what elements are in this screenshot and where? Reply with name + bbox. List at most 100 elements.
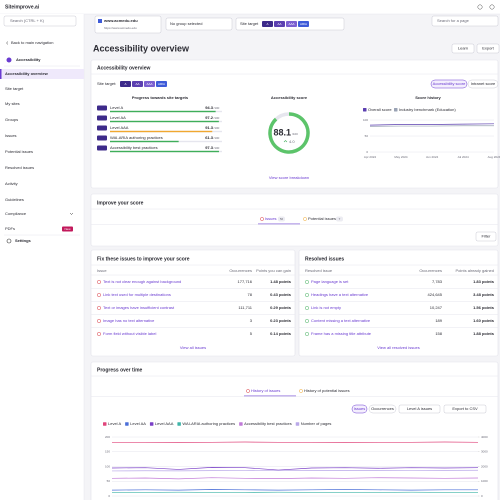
- target-badge: [274, 21, 285, 27]
- y2-tick-label: 2000: [481, 464, 488, 468]
- points: 3.48 points: [473, 292, 495, 297]
- nav-item[interactable]: Settings: [15, 238, 32, 243]
- progress-card: [90, 361, 499, 500]
- chart-button-label[interactable]: Level A issues: [407, 406, 432, 411]
- row-badge: [97, 145, 107, 151]
- column-header: Occurrences: [229, 268, 252, 273]
- legend-checkbox[interactable]: [394, 108, 398, 112]
- score-title: Accessibility score: [271, 95, 308, 100]
- back-link[interactable]: Back to main navigation: [11, 40, 53, 45]
- chart-button[interactable]: [398, 404, 441, 414]
- target-score: 97.3: [205, 145, 214, 150]
- issue-link[interactable]: Link is not empty: [311, 305, 341, 310]
- site-selector[interactable]: [94, 15, 162, 34]
- new-badge-label: New: [64, 227, 71, 231]
- gauge-arc: [268, 112, 310, 154]
- nav-item[interactable]: Issues: [5, 133, 17, 138]
- nav-item[interactable]: Resolved issues: [5, 165, 34, 170]
- page-search[interactable]: [431, 15, 499, 27]
- legend-checkbox[interactable]: [103, 422, 107, 426]
- issue-link[interactable]: Page language is set: [311, 279, 349, 284]
- issue-link[interactable]: Headings have a text alternative: [311, 292, 369, 297]
- legend-label: Industry benchmark (Education): [399, 107, 456, 112]
- score-tab-active[interactable]: [430, 79, 468, 89]
- learn-button[interactable]: [451, 43, 475, 54]
- overview-card: [90, 59, 499, 189]
- trend-arrow: [283, 140, 288, 143]
- issue-link[interactable]: Image has no text alternative: [103, 318, 155, 323]
- chart-button-label[interactable]: Export to CSV: [452, 406, 478, 411]
- issue-link[interactable]: Text or images have insufficient contras…: [103, 305, 175, 310]
- legend-checkbox[interactable]: [295, 422, 300, 426]
- nav-item[interactable]: Activity: [5, 181, 18, 186]
- legend-checkbox[interactable]: [239, 422, 243, 426]
- legend-checkbox[interactable]: [125, 422, 129, 426]
- table-card: [298, 249, 499, 357]
- score-tab[interactable]: Accessibility score: [433, 81, 466, 86]
- logo: Siteimprove.ai: [5, 4, 40, 10]
- card-title: Improve your score: [97, 200, 144, 206]
- column-header: Issue: [97, 268, 107, 273]
- chart-button[interactable]: [368, 404, 397, 414]
- target-badge-label: AAA: [146, 82, 152, 86]
- legend-checkbox[interactable]: [149, 422, 154, 426]
- tab-icon: [246, 389, 250, 393]
- sidebar: [0, 14, 84, 500]
- chart-button[interactable]: [351, 404, 368, 414]
- legend-checkbox[interactable]: [177, 422, 181, 426]
- issue-link[interactable]: Content missing a text alternative: [311, 318, 371, 323]
- issue-icon: [97, 306, 101, 310]
- active-item-bar: [0, 69, 2, 79]
- nav-item[interactable]: Potential issues: [5, 149, 33, 154]
- issue-link[interactable]: Frame has a missing title attribute: [311, 331, 372, 336]
- target-badge-label: ARIA: [300, 22, 307, 26]
- view-all-link[interactable]: View all resolved issues: [377, 345, 419, 350]
- legend-label: Accessibility best practices: [244, 421, 292, 426]
- nav-item[interactable]: Guidelines: [5, 197, 24, 202]
- view-all-link[interactable]: View all issues: [180, 345, 206, 350]
- tab-label[interactable]: History of issues: [251, 388, 280, 393]
- nav-item[interactable]: Site target: [5, 86, 24, 91]
- column-header: Points already gained: [456, 268, 494, 273]
- target-badge-label: AA: [277, 22, 281, 26]
- help-icon[interactable]: [477, 4, 483, 10]
- progress-bar: [110, 120, 219, 123]
- site-url: https://www.acmedu.edu: [104, 26, 137, 30]
- issue-link[interactable]: Form field without visible label: [103, 331, 156, 336]
- tab-icon: [299, 389, 303, 393]
- nav-item[interactable]: Compliance: [5, 211, 27, 216]
- target-score-max: /100: [214, 126, 220, 130]
- search-box[interactable]: [3, 15, 77, 27]
- series-line: [111, 489, 478, 491]
- tab-label[interactable]: Potential issues: [308, 216, 336, 221]
- target-badge-label: A: [266, 22, 268, 26]
- learn-label: Learn: [458, 46, 468, 51]
- score-breakdown-link[interactable]: View score breakdown: [269, 175, 309, 180]
- chart-button-label[interactable]: Issues: [354, 406, 366, 411]
- score-value: 88.1: [273, 127, 291, 137]
- y-tick-label: 50: [107, 479, 111, 483]
- export-button[interactable]: [476, 43, 500, 54]
- issue-link[interactable]: Link text used for multiple destinations: [103, 292, 171, 297]
- legend-checkbox[interactable]: [363, 108, 367, 112]
- target-badge: [262, 21, 273, 27]
- tab-label[interactable]: Issues: [265, 216, 277, 221]
- filter-label: Filter: [482, 234, 492, 239]
- target-badge: [132, 81, 143, 87]
- top-bar: [0, 0, 500, 14]
- card-title: Fix these issues to improve your score: [97, 256, 190, 262]
- score-tab[interactable]: Intranet score: [471, 81, 496, 86]
- export-label: Export: [482, 46, 494, 51]
- nav-item[interactable]: My sites: [5, 101, 20, 106]
- score-tab[interactable]: [467, 79, 499, 89]
- filter-button[interactable]: [475, 231, 497, 242]
- account-icon[interactable]: [489, 4, 495, 10]
- nav-item[interactable]: Accessibility overview: [5, 71, 49, 76]
- chart-button[interactable]: [443, 404, 487, 414]
- chart-button-label[interactable]: Occurrences: [371, 406, 394, 411]
- group-selector[interactable]: [165, 17, 233, 31]
- tab-label[interactable]: History of potential issues: [304, 388, 350, 393]
- nav-item[interactable]: Groups: [5, 117, 18, 122]
- issue-link[interactable]: Text is not clear enough against backgro…: [103, 279, 181, 284]
- nav-item[interactable]: PDFs: [5, 226, 15, 231]
